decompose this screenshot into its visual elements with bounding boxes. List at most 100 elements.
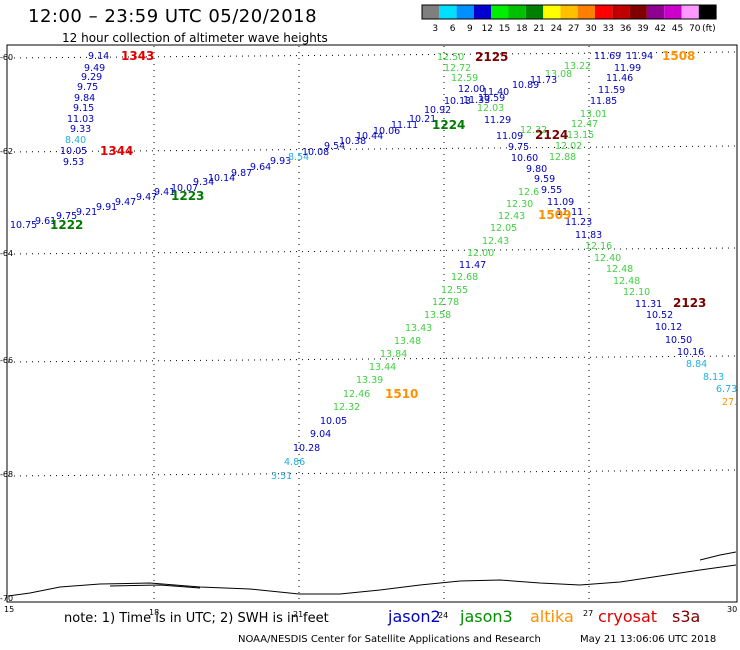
swh-value: 11.23: [565, 217, 592, 228]
swh-value: 9.75: [77, 82, 98, 93]
colorbar-swatch: [543, 5, 561, 19]
swh-value: 9.84: [74, 93, 95, 104]
swh-value: 9.14: [88, 51, 109, 62]
swh-value: 9.47: [115, 197, 136, 208]
coastline-shelf: [109, 584, 201, 589]
pass-labels: 1343 1344 1222 1223 1224 2125 2124 2123 …: [50, 49, 706, 401]
swh-value: 11.31: [635, 299, 662, 310]
swh-value: 11.69: [594, 51, 621, 62]
colorbar-label: 18: [516, 24, 528, 34]
swh-value: 9.04: [310, 429, 331, 440]
longitude-labels: 15 18 21 24 27 30: [4, 605, 737, 620]
swh-value: 27.: [722, 397, 737, 408]
swh-value: 13.15: [567, 130, 594, 141]
swh-value: 13.22: [564, 61, 591, 72]
swh-value: 10.07: [171, 183, 198, 194]
swh-value: 12.02: [555, 141, 582, 152]
swh-value: 12.43: [498, 211, 525, 222]
colorbar-swatch: [422, 5, 440, 19]
swh-value: 9.33: [70, 124, 91, 135]
swh-value: 13.08: [545, 69, 572, 80]
lat-label: -66: [0, 356, 13, 365]
swh-value: 13.48: [394, 336, 421, 347]
colorbar-swatch: [595, 5, 613, 19]
swh-value: 10.12: [655, 322, 682, 333]
swh-value: 9.47: [136, 192, 157, 203]
parallel-lines: [7, 51, 737, 477]
lat-label: -64: [0, 249, 13, 258]
colorbar-unit: (ft): [702, 24, 716, 34]
colorbar-swatch: [473, 5, 492, 19]
swh-value: 11.46: [606, 73, 633, 84]
swh-value: 11.47: [459, 260, 486, 271]
colorbar-label: 3: [432, 24, 438, 34]
swh-value: 10.75: [10, 220, 37, 231]
lat-label: -68: [0, 470, 13, 479]
swh-value: 11.73: [530, 75, 557, 86]
track-1343: 9.14 9.49 9.29 9.75 9.84 9.15 11.03 9.33…: [60, 51, 109, 168]
pass-label: 2123: [673, 296, 706, 310]
pass-label: 1508: [662, 49, 695, 63]
swh-value: 9.49: [84, 63, 105, 74]
colorbar-label: 45: [672, 24, 683, 34]
colorbar-label: 36: [620, 24, 632, 34]
swh-value: 11.03: [67, 114, 94, 125]
colorbar-label: 70: [689, 24, 701, 34]
lon-label: 18: [149, 608, 159, 617]
swh-value: 13.44: [369, 362, 396, 373]
swh-value: 10.14: [208, 173, 235, 184]
colorbar-label: 42: [654, 24, 665, 34]
swh-value: 8.13: [703, 372, 724, 383]
swh-value: 11.09: [547, 197, 574, 208]
swh-value: 10.28: [293, 443, 320, 454]
swh-value: 3.51: [271, 471, 292, 482]
swh-value: 9.91: [96, 202, 117, 213]
swh-value: 13.01: [580, 109, 607, 120]
swh-value: 9.54: [324, 141, 345, 152]
swh-value: 11.09: [496, 131, 523, 142]
swh-value: 12.78: [432, 297, 459, 308]
colorbar-swatch: [664, 5, 682, 19]
colorbar-swatch: [560, 5, 578, 19]
swh-value: 9.15: [73, 103, 94, 114]
footer-timestamp: May 21 13:06:06 UTC 2018: [580, 634, 717, 645]
swh-value: 12.6: [518, 187, 539, 198]
colorbar-label: 21: [533, 24, 544, 34]
colorbar-swatch: [577, 5, 595, 19]
swh-value: 8.84: [686, 359, 707, 370]
swh-value: 12.55: [441, 285, 468, 296]
track-1222: 10.75 9.61 9.75 9.21 9.91 9.47 9.47 9.41…: [10, 96, 471, 231]
legend-cryosat: cryosat: [598, 607, 658, 626]
track-1508: 11.69 11.94 11.99 11.46 11.59 11.85 13.0…: [271, 51, 653, 482]
map-subtitle: 12 hour collection of altimeter wave hei…: [62, 31, 328, 45]
swh-value: 13.39: [356, 375, 383, 386]
swh-value: 12.40: [594, 253, 621, 264]
pass-label: 1222: [50, 218, 83, 232]
pass-label: 1224: [432, 118, 465, 132]
swh-value: 9.75: [56, 211, 77, 222]
swh-value: 12.10: [623, 287, 650, 298]
swh-value: 12.30: [506, 199, 533, 210]
swh-value: 9.34: [193, 177, 214, 188]
colorbar-swatch: [698, 5, 717, 19]
lat-label: -60: [0, 53, 13, 62]
footer-note: note: 1) Time is in UTC; 2) SWH is in fe…: [64, 611, 329, 626]
track-2125: 12.50 12.72 12.59 12.00 11.33 11.29 11.0…: [437, 52, 737, 408]
colorbar-swatch: [508, 5, 526, 19]
legend-jason2: jason2: [388, 607, 441, 626]
swh-value: 9.21: [76, 207, 97, 218]
swh-value: 11.85: [590, 96, 617, 107]
swh-value: 12.00: [458, 84, 485, 95]
swh-value: 10.92: [424, 105, 451, 116]
colorbar-swatch: [491, 5, 509, 19]
swh-value: 12.46: [343, 389, 370, 400]
swh-value: 12.48: [613, 276, 640, 287]
swh-value: 10.16: [677, 347, 704, 358]
swh-value: 12.03: [477, 103, 504, 114]
pass-label: 1344: [100, 144, 133, 158]
pass-label: 1509: [538, 208, 571, 222]
swh-value: 8.40: [65, 135, 86, 146]
pass-label: 1223: [171, 189, 204, 203]
swh-value: 11.99: [614, 63, 641, 74]
